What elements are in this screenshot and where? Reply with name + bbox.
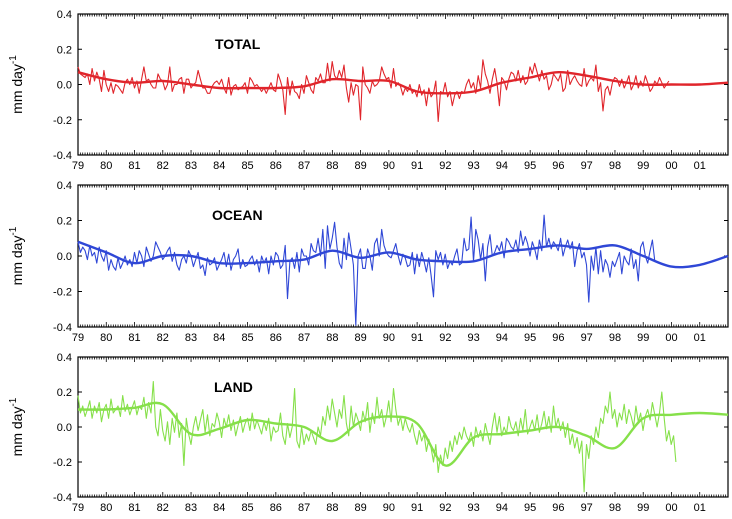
y-axis-label: mm day-1 — [8, 397, 25, 456]
x-tick-label: 83 — [185, 502, 197, 514]
panel-ocean: -0.4 -0.2 0.0 0.2 0.4 79 80 81 82 83 84 85 86 87 88 89 9… — [8, 180, 729, 344]
y-tick-label: 0.4 — [57, 180, 72, 192]
x-tick-label: 90 — [383, 160, 395, 172]
y-tick-label: 0.2 — [57, 44, 72, 56]
x-tick-label: 96 — [552, 332, 564, 344]
x-tick-label: 92 — [439, 502, 451, 514]
x-tick-label: 93 — [468, 502, 480, 514]
x-tick-label: 81 — [128, 160, 140, 172]
x-tick-label: 80 — [100, 160, 112, 172]
x-tick-label: 00 — [665, 332, 677, 344]
y-tick-label: -0.4 — [53, 492, 72, 504]
x-tick-label: 80 — [100, 502, 112, 514]
x-tick-label: 82 — [157, 160, 169, 172]
x-tick-label: 01 — [694, 502, 706, 514]
panel-total: -0.4 -0.2 0.0 0.2 0.4 79 80 81 82 83 84 85 86 87 88 89 9… — [8, 9, 729, 172]
x-tick-label: 97 — [581, 502, 593, 514]
x-tick-label: 94 — [496, 502, 508, 514]
x-tick-label: 93 — [468, 160, 480, 172]
x-tick-label: 97 — [581, 332, 593, 344]
x-tick-label: 01 — [694, 332, 706, 344]
x-tick-label: 84 — [213, 160, 225, 172]
x-tick-label: 97 — [581, 160, 593, 172]
x-tick-label: 86 — [270, 332, 282, 344]
panel-title: OCEAN — [212, 207, 263, 223]
y-tick-label: 0.4 — [57, 352, 72, 364]
panel-title: LAND — [214, 379, 253, 395]
x-tick-label: 88 — [326, 160, 338, 172]
panel-land: -0.4 -0.2 0.0 0.2 0.4 79 80 81 82 83 84 85 86 87 88 89 9… — [8, 352, 729, 514]
x-tick-label: 93 — [468, 332, 480, 344]
x-tick-label: 90 — [383, 332, 395, 344]
panel-title: TOTAL — [215, 36, 261, 52]
x-tick-label: 85 — [241, 332, 253, 344]
x-tick-label: 91 — [411, 502, 423, 514]
series-monthly-line — [77, 214, 656, 326]
x-tick-label: 99 — [637, 502, 649, 514]
x-tick-label: 92 — [439, 160, 451, 172]
x-tick-label: 98 — [609, 160, 621, 172]
x-tick-label: 95 — [524, 332, 536, 344]
x-tick-label: 85 — [241, 502, 253, 514]
series-smoothed-line — [77, 401, 729, 467]
y-tick-label: -0.2 — [53, 287, 72, 299]
series-smoothed-line — [77, 70, 729, 95]
x-tick-label: 84 — [213, 332, 225, 344]
x-tick-label: 88 — [326, 502, 338, 514]
x-tick-label: 91 — [411, 160, 423, 172]
x-tick-label: 84 — [213, 502, 225, 514]
x-tick-label: 94 — [496, 332, 508, 344]
x-tick-label: 79 — [72, 160, 84, 172]
x-tick-label: 87 — [298, 160, 310, 172]
series-smoothed-line — [77, 240, 729, 269]
x-tick-label: 91 — [411, 332, 423, 344]
y-axis-label: mm day-1 — [8, 55, 25, 114]
x-tick-label: 89 — [354, 332, 366, 344]
y-tick-label: 0.0 — [57, 251, 72, 263]
x-tick-label: 81 — [128, 332, 140, 344]
y-tick-label: -0.2 — [53, 115, 72, 127]
x-tick-label: 96 — [552, 502, 564, 514]
y-tick-label: -0.4 — [53, 150, 72, 162]
x-tick-label: 90 — [383, 502, 395, 514]
y-tick-label: 0.2 — [57, 387, 72, 399]
x-tick-label: 79 — [72, 502, 84, 514]
y-tick-label: -0.4 — [53, 322, 72, 334]
x-tick-label: 85 — [241, 160, 253, 172]
x-tick-label: 98 — [609, 332, 621, 344]
x-tick-label: 99 — [637, 332, 649, 344]
x-tick-label: 83 — [185, 160, 197, 172]
y-tick-label: 0.0 — [57, 422, 72, 434]
x-tick-label: 99 — [637, 160, 649, 172]
y-tick-label: 0.4 — [57, 9, 72, 21]
x-tick-label: 95 — [524, 160, 536, 172]
x-tick-label: 00 — [665, 160, 677, 172]
x-tick-label: 88 — [326, 332, 338, 344]
x-tick-label: 96 — [552, 160, 564, 172]
y-axis-label: mm day-1 — [8, 226, 25, 285]
x-tick-label: 82 — [157, 332, 169, 344]
x-tick-label: 01 — [694, 160, 706, 172]
x-tick-label: 89 — [354, 160, 366, 172]
x-tick-label: 89 — [354, 502, 366, 514]
x-tick-label: 87 — [298, 332, 310, 344]
x-tick-label: 86 — [270, 502, 282, 514]
x-tick-label: 81 — [128, 502, 140, 514]
x-tick-label: 87 — [298, 502, 310, 514]
x-tick-label: 86 — [270, 160, 282, 172]
x-tick-label: 79 — [72, 332, 84, 344]
x-tick-label: 80 — [100, 332, 112, 344]
x-tick-label: 94 — [496, 160, 508, 172]
y-tick-label: 0.0 — [57, 80, 72, 92]
x-tick-label: 95 — [524, 502, 536, 514]
x-tick-label: 00 — [665, 502, 677, 514]
x-tick-label: 83 — [185, 332, 197, 344]
y-tick-label: -0.2 — [53, 457, 72, 469]
y-tick-label: 0.2 — [57, 216, 72, 228]
x-tick-label: 92 — [439, 332, 451, 344]
series-monthly-line — [77, 59, 670, 123]
x-tick-label: 82 — [157, 502, 169, 514]
x-tick-label: 98 — [609, 502, 621, 514]
